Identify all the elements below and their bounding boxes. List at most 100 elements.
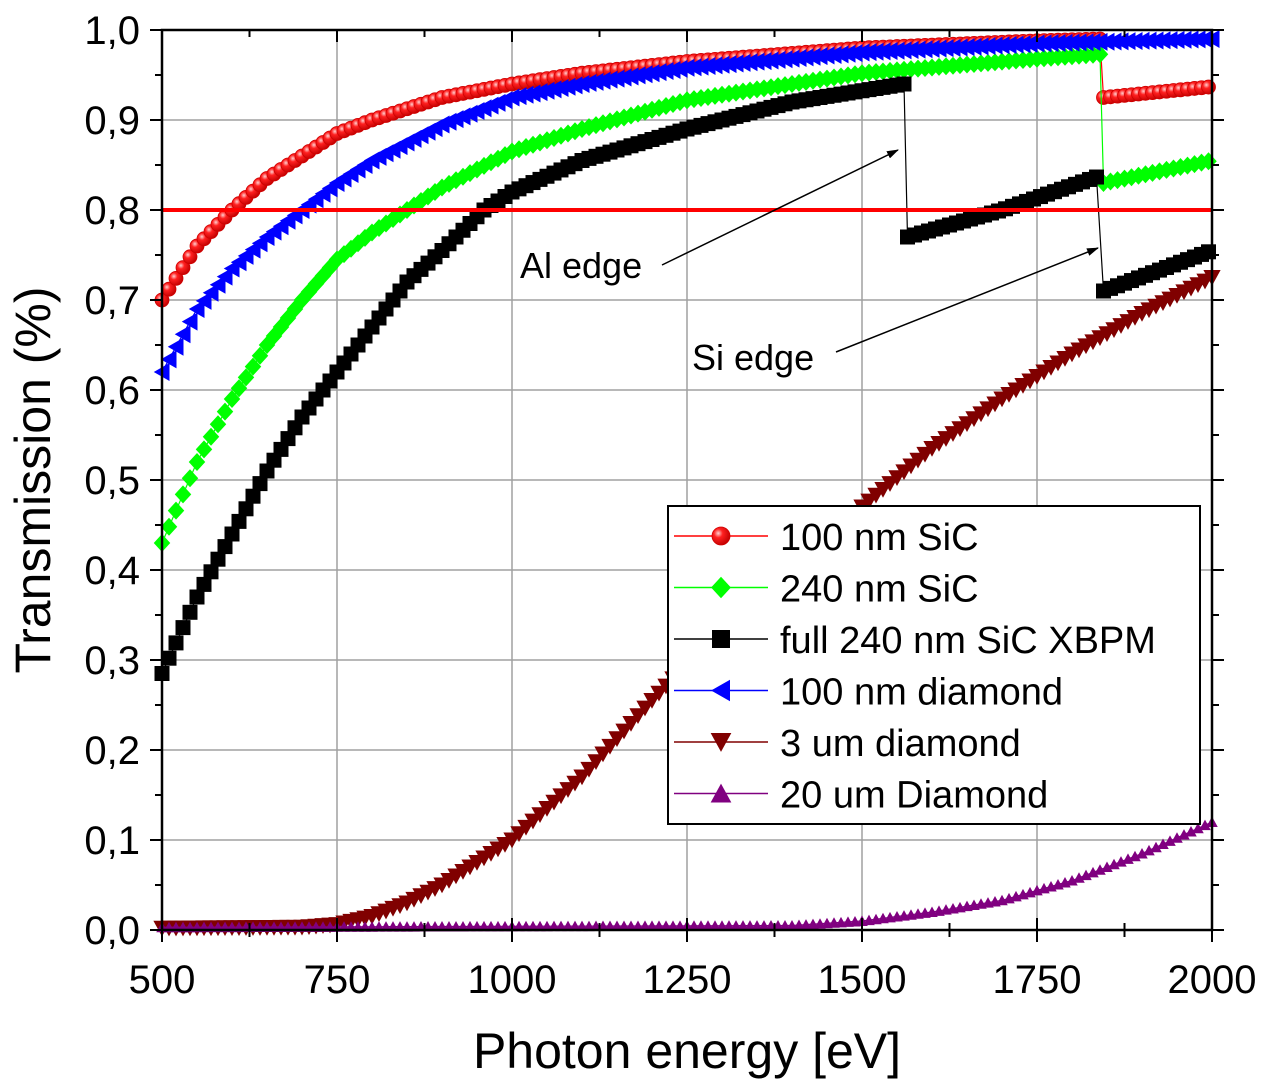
data-point-triangle-left [643, 64, 660, 83]
y-tick-label: 0,2 [84, 729, 140, 773]
data-point-square [175, 620, 191, 636]
legend-box [667, 505, 1201, 825]
data-point-triangle-left [804, 47, 821, 66]
data-point-triangle-left [671, 59, 688, 78]
data-point-square [1089, 169, 1104, 185]
x-tick-label: 750 [304, 958, 371, 1002]
data-point-triangle-left [524, 84, 541, 103]
data-point-triangle-left [188, 300, 205, 318]
data-point-triangle-left [503, 88, 520, 107]
data-point-triangle-up [1164, 835, 1176, 846]
data-point-triangle-left [510, 87, 527, 106]
data-point-triangle-left [713, 55, 730, 74]
data-point-square [210, 551, 226, 567]
data-point-triangle-up [1143, 844, 1155, 856]
legend-label: 20 um Diamond [780, 775, 1048, 817]
data-point-triangle-up [1129, 850, 1141, 862]
legend-label: 240 nm SiC [780, 569, 979, 611]
data-point-diamond [181, 469, 199, 488]
data-point-diamond [711, 576, 731, 599]
data-point-triangle-left [517, 85, 534, 104]
y-tick-label: 0,4 [84, 549, 140, 593]
data-point-square [245, 488, 261, 504]
data-point-triangle-left [720, 55, 737, 74]
annotation-si-edge-arrow [835, 247, 1099, 353]
legend-item: 3 um diamond [674, 723, 1021, 765]
x-tick-label: 2000 [1168, 958, 1257, 1002]
data-point-triangle-left [741, 53, 758, 72]
data-point-triangle-left [727, 54, 744, 73]
x-tick-label: 1000 [468, 958, 557, 1002]
data-point-circle [175, 260, 191, 276]
data-point-triangle-left [181, 312, 198, 331]
data-point-square [161, 650, 177, 666]
data-point-diamond [174, 485, 192, 504]
data-point-triangle-up [1122, 853, 1134, 864]
data-point-circle [168, 270, 184, 286]
data-point-triangle-left [622, 67, 639, 86]
y-tick-label: 0,3 [84, 639, 140, 683]
data-point-diamond [237, 368, 255, 387]
annotation-si-edge: Si edge [692, 337, 814, 378]
data-point-triangle-down [615, 723, 633, 740]
data-point-square [189, 589, 205, 605]
y-tick-label: 0,1 [84, 819, 140, 863]
data-point-square [231, 513, 247, 529]
y-tick-label: 0,0 [84, 909, 140, 953]
data-point-circle [711, 526, 731, 546]
data-point-square [712, 630, 730, 648]
data-point-triangle-up [1094, 864, 1106, 875]
data-point-triangle-left [711, 679, 730, 702]
series-240-nm-sic [153, 45, 1217, 552]
data-point-triangle-left [734, 53, 751, 72]
data-point-square [182, 604, 198, 620]
data-point-triangle-left [552, 79, 569, 98]
data-point-triangle-left [629, 66, 646, 85]
data-point-triangle-left [636, 65, 653, 84]
data-point-triangle-left [755, 52, 772, 71]
data-point-triangle-left [195, 291, 212, 310]
data-point-triangle-down [650, 685, 668, 702]
data-point-triangle-left [167, 337, 184, 356]
data-point-triangle-down [622, 715, 640, 732]
legend-label: 100 nm diamond [780, 672, 1063, 714]
data-point-triangle-up [1192, 822, 1204, 834]
data-point-triangle-down [573, 769, 591, 786]
data-point-triangle-left [566, 76, 583, 95]
data-point-triangle-left [538, 81, 555, 100]
data-point-triangle-left [769, 50, 786, 69]
data-point-diamond [195, 440, 213, 459]
y-tick-label: 0,7 [84, 279, 140, 323]
data-point-triangle-left [699, 56, 716, 75]
data-point-square [196, 576, 212, 592]
data-point-triangle-left [832, 45, 849, 64]
data-point-triangle-left [692, 57, 709, 76]
x-tick-label: 1500 [818, 958, 907, 1002]
data-point-diamond [167, 501, 185, 520]
data-point-triangle-down [601, 738, 619, 755]
data-point-diamond [160, 517, 178, 536]
data-point-triangle-down [587, 754, 605, 770]
data-point-triangle-down [580, 761, 598, 778]
data-point-triangle-left [160, 350, 177, 369]
y-tick-label: 0,6 [84, 369, 140, 413]
data-point-triangle-up [1115, 856, 1127, 867]
data-point-triangle-left [594, 71, 611, 90]
data-point-diamond [223, 390, 241, 408]
data-point-diamond [230, 379, 248, 398]
data-point-triangle-up [1178, 829, 1190, 840]
annotation-al-edge: Al edge [520, 245, 642, 286]
x-tick-label: 1750 [993, 958, 1082, 1002]
data-point-triangle-left [846, 44, 863, 63]
data-point-triangle-left [545, 80, 562, 99]
data-point-triangle-left [748, 52, 765, 71]
data-point-circle [182, 249, 198, 265]
y-tick-label: 1,0 [84, 9, 140, 53]
data-point-triangle-left [573, 75, 590, 93]
data-point-triangle-left [783, 49, 800, 68]
data-point-triangle-up [1171, 832, 1183, 843]
data-point-triangle-up [710, 783, 732, 803]
data-point-diamond [251, 346, 269, 365]
data-point-triangle-left [608, 69, 625, 88]
data-point-triangle-down [608, 731, 626, 747]
